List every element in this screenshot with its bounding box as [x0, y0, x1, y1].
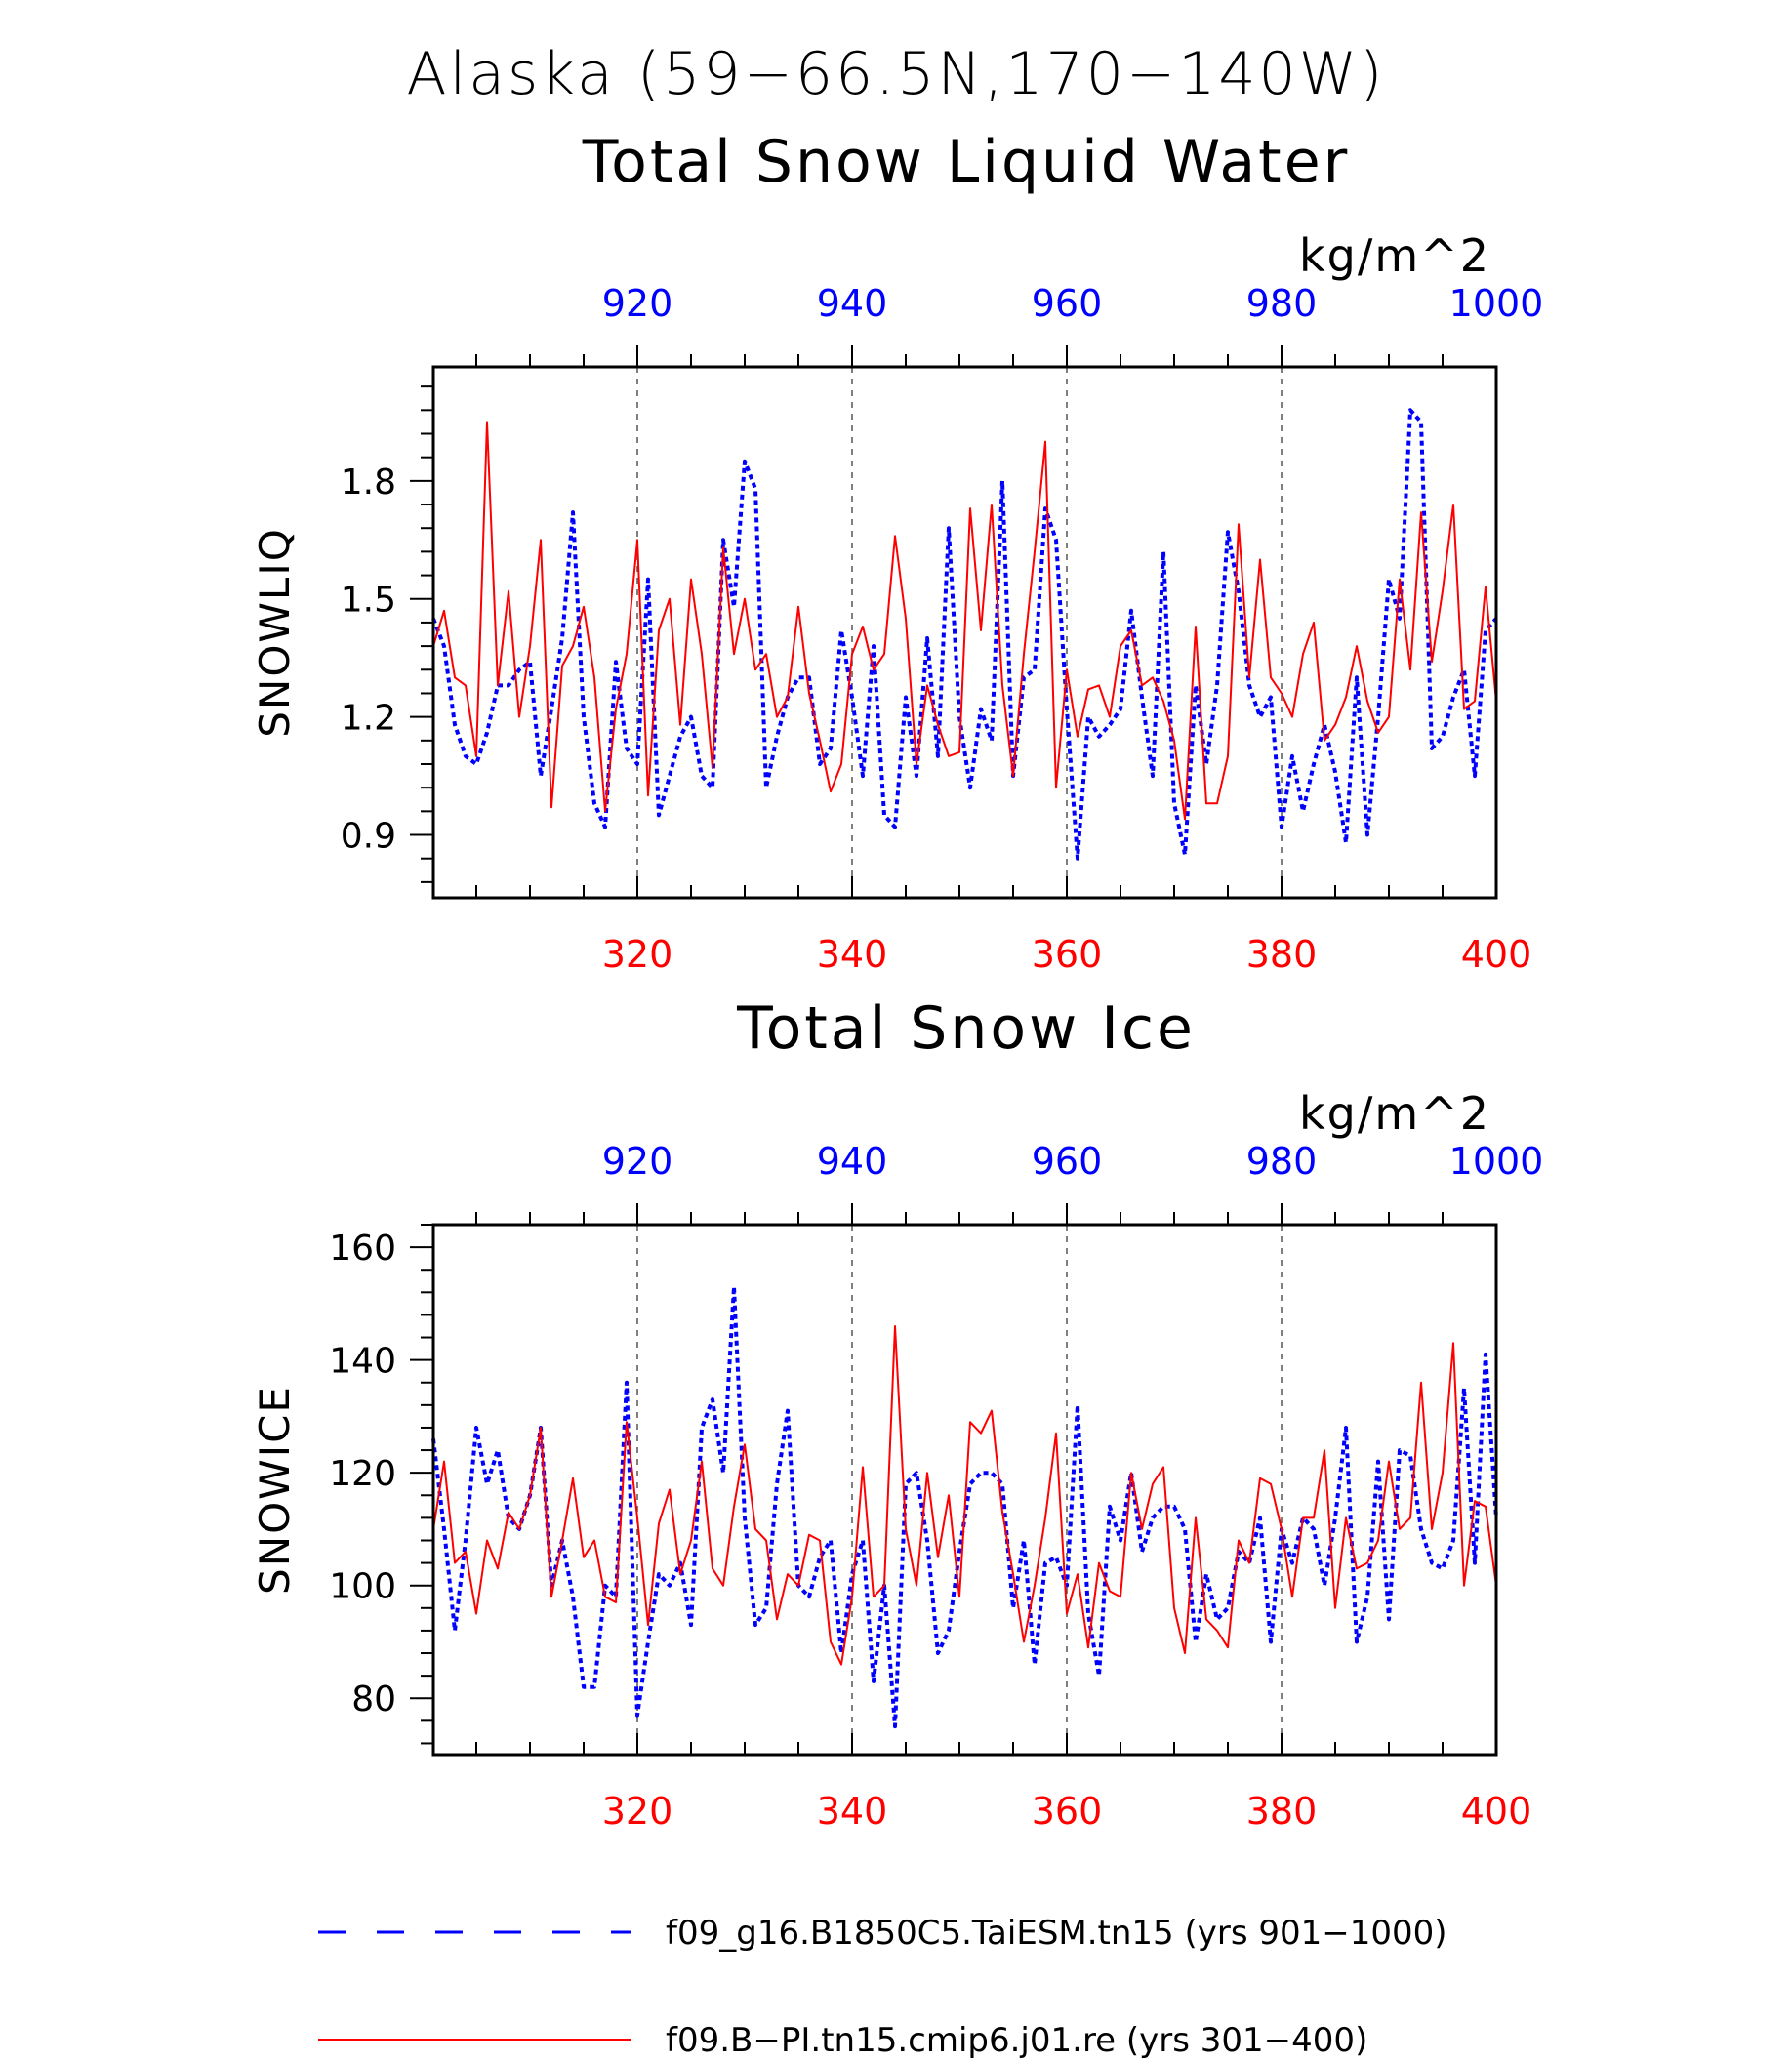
y-tick-label: 80	[351, 1679, 396, 1719]
plot-frame	[431, 1223, 1498, 1757]
x-bottom-tick-label: 340	[817, 933, 888, 976]
x-bottom-tick-label: 340	[817, 1790, 888, 1833]
legend: f09_g16.B1850C5.TaiESM.tn15 (yrs 901−100…	[318, 1914, 1447, 2060]
x-top-tick-label: 980	[1246, 282, 1318, 325]
series-line-taiesm	[431, 408, 1498, 861]
x-top-tick-label: 1000	[1449, 282, 1544, 325]
y-tick-label: 0.9	[341, 817, 396, 857]
x-bottom-tick-label: 320	[602, 933, 673, 976]
x-top-tick-label: 960	[1032, 1140, 1103, 1183]
y-tick-label: 120	[329, 1454, 396, 1494]
legend-label: f09_g16.B1850C5.TaiESM.tn15 (yrs 901−100…	[666, 1914, 1447, 1953]
x-top-tick-label: 920	[602, 282, 673, 325]
x-top-tick-label: 980	[1246, 1140, 1318, 1183]
y-tick-label: 1.8	[341, 463, 396, 503]
legend-label: f09.B−PI.tn15.cmip6.j01.re (yrs 301−400)	[666, 2021, 1367, 2060]
plot-frame	[431, 365, 1498, 900]
y-tick-label: 140	[329, 1342, 396, 1382]
x-bottom-tick-label: 380	[1246, 1790, 1318, 1833]
x-top-tick-label: 940	[817, 1140, 888, 1183]
y-tick-label: 160	[329, 1229, 396, 1269]
x-bottom-tick-label: 400	[1461, 1790, 1532, 1833]
x-bottom-tick-label: 400	[1461, 933, 1532, 976]
units-label: kg/m^2	[1299, 229, 1490, 282]
panel-snowliq: 0.9 1.2 1.5 1.8 SNOWLIQ 320 340 360 380 400 920 940…	[251, 229, 1543, 976]
y-tick-label: 1.2	[341, 699, 396, 739]
x-bottom-tick-label: 320	[602, 1790, 673, 1833]
units-label: kg/m^2	[1299, 1087, 1490, 1140]
panel-1-title: Total Snow Liquid Water	[582, 128, 1351, 196]
x-top-tick-label: 960	[1032, 282, 1103, 325]
x-bottom-tick-label: 380	[1246, 933, 1318, 976]
x-top-tick-label: 920	[602, 1140, 673, 1183]
x-bottom-tick-label: 360	[1032, 933, 1103, 976]
panel-2-title: Total Snow Ice	[737, 994, 1196, 1063]
chart-title: Alaska (59−66.5N,170−140W)	[406, 40, 1386, 108]
panel-snowice: 80 100 120 140 160 SNOWICE 320 340 360 380 400 920 9…	[251, 1087, 1543, 1833]
series-line-cmip6	[432, 1325, 1497, 1666]
x-bottom-tick-label: 360	[1032, 1790, 1103, 1833]
series-line-cmip6	[432, 421, 1497, 821]
y-axis-label: SNOWICE	[251, 1385, 299, 1595]
y-tick-label: 1.5	[341, 581, 396, 621]
y-tick-label: 100	[329, 1567, 396, 1607]
x-top-tick-label: 1000	[1449, 1140, 1544, 1183]
y-axis-label: SNOWLIQ	[251, 527, 299, 738]
x-top-tick-label: 940	[817, 282, 888, 325]
